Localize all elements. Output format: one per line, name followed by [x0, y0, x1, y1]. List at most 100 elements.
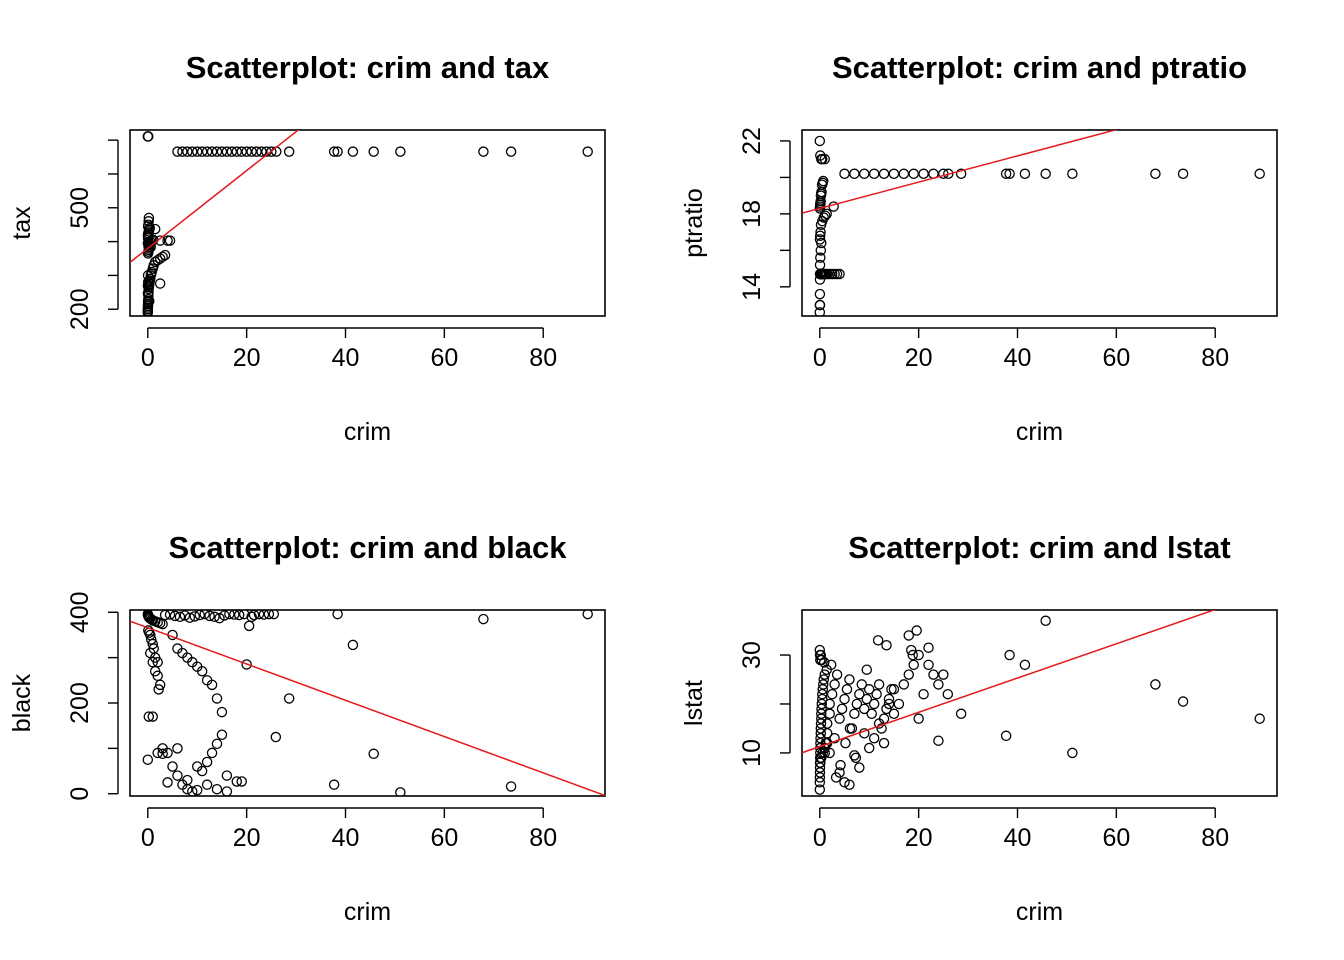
scatter-point [839, 693, 850, 705]
scatter-point [881, 703, 892, 715]
scatter-point [1150, 679, 1161, 690]
x-axis-label: crim [344, 418, 391, 446]
scatter-point [905, 644, 917, 656]
y-axis: 200 500 [66, 139, 119, 330]
scatter-point [851, 698, 863, 710]
scatter-point [817, 684, 829, 695]
y-tick-label: 200 [66, 682, 94, 724]
scatter-point [143, 212, 155, 224]
scatter-point [873, 718, 885, 729]
x-axis: 0 20 40 60 80 [813, 327, 1229, 372]
panel-crim-lstat: Scatterplot: crim and lstat 0 20 40 60 80 10 30… [680, 530, 1278, 926]
scatter-point [1177, 168, 1189, 180]
scatter-point [236, 776, 247, 787]
scatter-point [844, 779, 855, 790]
scatter-point [1040, 168, 1051, 180]
scatter-point [231, 146, 243, 157]
scatter-point [883, 698, 895, 710]
scatter-point [923, 642, 934, 653]
scatter-point [834, 268, 845, 280]
scatter-point [216, 146, 228, 157]
scatter-point [226, 146, 238, 157]
scatter-point [878, 168, 890, 180]
scatter-point [814, 307, 826, 316]
x-tick-label: 60 [430, 344, 458, 372]
scatter-point [199, 610, 210, 620]
scatter-point [241, 659, 252, 670]
scatter-point [478, 613, 489, 625]
regression-line [130, 620, 605, 796]
scatter-point [854, 762, 865, 773]
y-axis: 10 30 [738, 641, 791, 767]
scatter-point [177, 146, 188, 157]
scatter-point [938, 669, 949, 680]
scatter-point [908, 659, 919, 671]
scatter-point [881, 639, 892, 651]
scatter-point [834, 713, 845, 724]
scatter-point [908, 168, 919, 180]
scatter-point [1254, 713, 1265, 724]
x-tick-label: 40 [1004, 344, 1032, 372]
x-axis-label: crim [1016, 418, 1063, 446]
scatter-point [844, 674, 855, 685]
scatter-point [817, 688, 828, 700]
scatter-point [328, 146, 340, 157]
x-tick-label: 20 [233, 824, 261, 852]
x-tick-label: 0 [813, 344, 827, 372]
scatter-point [209, 611, 220, 623]
scatter-point [256, 146, 267, 157]
scatter-point [826, 688, 838, 700]
scatter-point [159, 249, 171, 261]
scatter-point [1067, 168, 1078, 180]
scatter-point [816, 752, 827, 764]
scatter-point [933, 679, 944, 690]
scatter-point [236, 146, 247, 157]
scatter-point [154, 679, 166, 691]
scatter-point [835, 759, 846, 771]
scatter-point [818, 679, 829, 690]
scatter-point [868, 698, 880, 710]
scatter-point [825, 659, 837, 671]
scatter-point [829, 732, 840, 744]
scatter-point [878, 737, 890, 749]
scatter-point [861, 664, 873, 675]
regression-line [130, 130, 300, 263]
scatter-point [898, 679, 910, 690]
scatter-point [814, 784, 826, 795]
scatter-point [1040, 615, 1051, 627]
scatter-point [169, 610, 181, 622]
scatter-point [819, 210, 831, 221]
scatter-points [142, 131, 593, 316]
scatter-point [395, 787, 406, 796]
scatter-point [1004, 168, 1015, 180]
scatter-point [815, 226, 826, 238]
regression-line [802, 130, 1118, 214]
scatter-point [187, 146, 198, 157]
scatter-point [818, 212, 829, 223]
scatter-point [246, 611, 257, 623]
scatter-point [184, 612, 196, 623]
scatter-point [850, 752, 862, 764]
scatter-point [861, 693, 873, 705]
scatter-point [928, 669, 939, 680]
scatter-point [814, 135, 826, 147]
scatter-point [824, 747, 835, 759]
scatter-point [918, 688, 929, 700]
scatter-point [191, 146, 203, 157]
scatter-point [221, 786, 233, 796]
y-tick-label: 0 [66, 787, 94, 801]
scatter-point [876, 723, 887, 734]
scatter-point [219, 610, 230, 621]
scatter-point [142, 288, 154, 299]
x-axis: 0 20 40 60 80 [141, 807, 557, 852]
scatter-point [903, 669, 915, 680]
scatter-point [204, 610, 215, 622]
scatter-point [871, 688, 882, 700]
x-tick-label: 20 [905, 344, 933, 372]
scatter-point [268, 610, 280, 620]
scatter-point [174, 611, 186, 623]
scatter-point [157, 251, 168, 263]
scatter-point [1177, 696, 1189, 707]
scatter-point [814, 234, 826, 245]
scatter-point [844, 723, 856, 734]
